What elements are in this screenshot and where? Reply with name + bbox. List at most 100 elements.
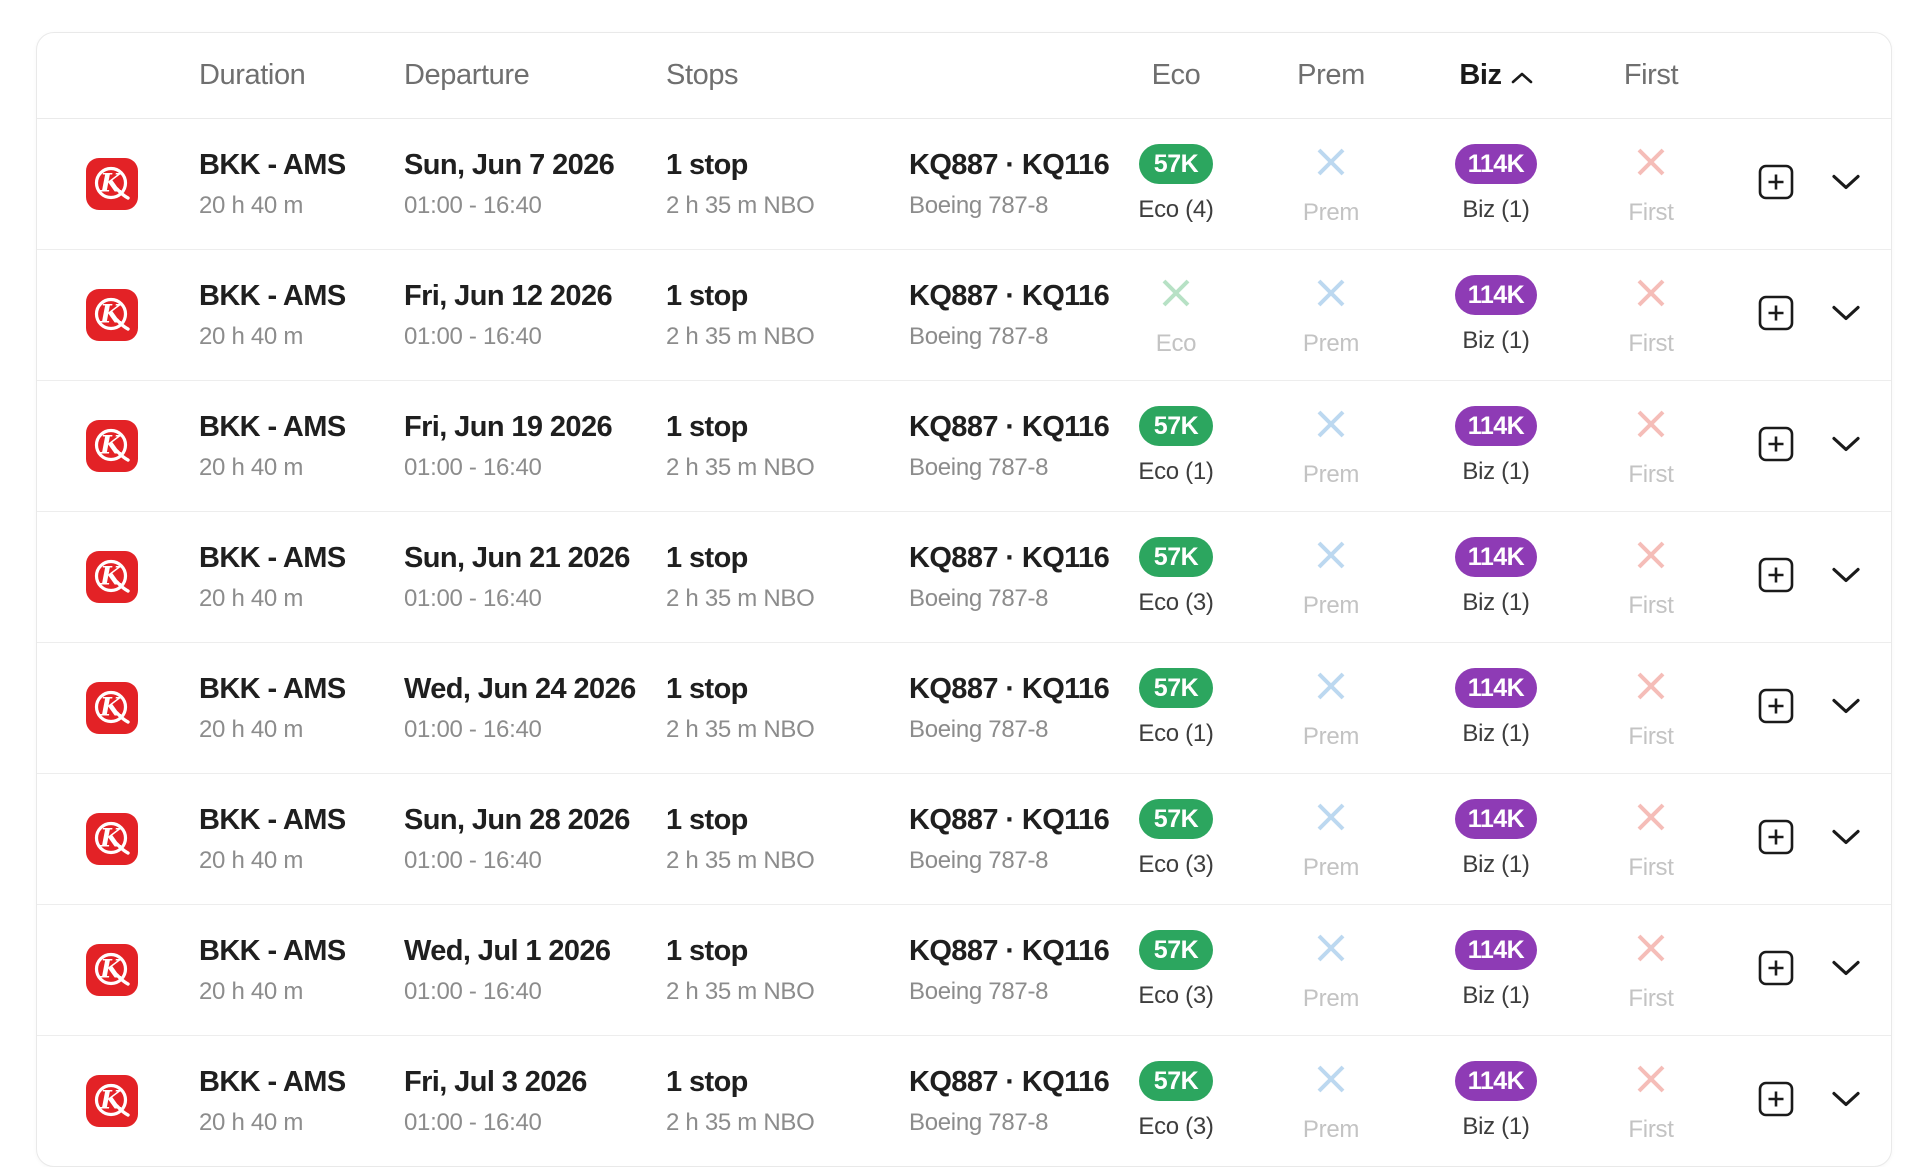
flight-numbers: KQ887 · KQ116	[909, 148, 1110, 181]
x-icon	[1311, 928, 1351, 973]
plus-icon	[1758, 688, 1794, 727]
chevron-down-icon	[1831, 829, 1861, 849]
cabin-label: First	[1628, 722, 1674, 750]
flight-numbers: KQ887 · KQ116	[909, 279, 1110, 312]
expand-row-button[interactable]	[1831, 566, 1861, 584]
stops-count: 1 stop	[666, 1065, 748, 1098]
prem-award-cell: Prem	[1303, 404, 1359, 489]
expand-row-button[interactable]	[1831, 959, 1861, 977]
x-icon	[1631, 666, 1671, 711]
departure-date: Wed, Jun 24 2026	[404, 672, 636, 705]
add-button[interactable]	[1758, 1081, 1794, 1117]
route: BKK - AMS	[199, 148, 346, 181]
expand-row-button[interactable]	[1831, 697, 1861, 715]
add-button[interactable]	[1758, 688, 1794, 724]
x-icon	[1631, 797, 1671, 842]
flight-row: K BKK - AMS 20 h 40 m Sun, Jun 28 2026 0…	[37, 774, 1891, 905]
biz-award-cell: 114K Biz (1)	[1454, 406, 1538, 486]
flight-row: K BKK - AMS 20 h 40 m Fri, Jun 12 2026 0…	[37, 250, 1891, 381]
cabin-label: Eco (1)	[1138, 720, 1214, 747]
x-icon	[1631, 535, 1671, 580]
departure-date: Sun, Jun 28 2026	[404, 803, 630, 836]
add-button[interactable]	[1758, 295, 1794, 331]
route: BKK - AMS	[199, 279, 346, 312]
column-header-eco[interactable]: Eco	[1151, 59, 1201, 91]
column-header-prem[interactable]: Prem	[1297, 59, 1365, 91]
add-button[interactable]	[1758, 426, 1794, 462]
award-badge: 114K	[1454, 406, 1538, 446]
x-icon	[1156, 273, 1196, 318]
x-icon	[1311, 535, 1351, 580]
flight-numbers: KQ887 · KQ116	[909, 410, 1110, 443]
add-button[interactable]	[1758, 950, 1794, 986]
kenya-airways-logo: K	[86, 813, 138, 865]
award-badge: 57K	[1138, 144, 1213, 184]
expand-row-button[interactable]	[1831, 173, 1861, 191]
column-header-stops[interactable]: Stops	[666, 59, 739, 91]
flight-row: K BKK - AMS 20 h 40 m Sun, Jun 21 2026 0…	[37, 512, 1891, 643]
x-icon	[1311, 666, 1351, 711]
stops-count: 1 stop	[666, 279, 748, 312]
column-header-duration[interactable]: Duration	[199, 59, 306, 91]
flight-row: K BKK - AMS 20 h 40 m Fri, Jul 3 2026 01…	[37, 1036, 1891, 1166]
expand-row-button[interactable]	[1831, 828, 1861, 846]
chevron-down-icon	[1831, 305, 1861, 325]
cabin-label: Eco (4)	[1138, 196, 1214, 223]
aircraft-type: Boeing 787-8	[909, 977, 1049, 1005]
prem-award-cell: Prem	[1303, 797, 1359, 882]
departure-times: 01:00 - 16:40	[404, 715, 542, 743]
x-icon	[1311, 797, 1351, 842]
expand-row-button[interactable]	[1831, 1090, 1861, 1108]
departure-times: 01:00 - 16:40	[404, 584, 542, 612]
award-badge: 57K	[1138, 406, 1213, 446]
plus-icon	[1758, 557, 1794, 596]
flight-duration: 20 h 40 m	[199, 322, 304, 350]
departure-date: Sun, Jun 21 2026	[404, 541, 630, 574]
flight-row: K BKK - AMS 20 h 40 m Wed, Jun 24 2026 0…	[37, 643, 1891, 774]
stops-count: 1 stop	[666, 541, 748, 574]
departure-times: 01:00 - 16:40	[404, 977, 542, 1005]
kenya-airways-logo: K	[86, 1075, 138, 1127]
add-button[interactable]	[1758, 164, 1794, 200]
prem-award-cell: Prem	[1303, 1059, 1359, 1144]
flight-numbers: KQ887 · KQ116	[909, 934, 1110, 967]
x-icon	[1311, 273, 1351, 318]
cabin-label: Prem	[1302, 722, 1360, 750]
eco-award-cell: 57K Eco (3)	[1138, 537, 1214, 617]
stops-count: 1 stop	[666, 934, 748, 967]
column-header-departure[interactable]: Departure	[404, 59, 530, 91]
award-badge: 57K	[1138, 537, 1213, 577]
cabin-label: First	[1628, 984, 1674, 1012]
layover-detail: 2 h 35 m NBO	[666, 191, 815, 219]
add-button[interactable]	[1758, 557, 1794, 593]
cabin-label: Eco (3)	[1138, 851, 1214, 878]
chevron-down-icon	[1831, 1091, 1861, 1111]
kenya-airways-logo: K	[86, 158, 138, 210]
plus-icon	[1758, 1081, 1794, 1120]
award-badge: 57K	[1138, 799, 1213, 839]
departure-date: Sun, Jun 7 2026	[404, 148, 615, 181]
column-header-first[interactable]: First	[1623, 59, 1679, 91]
award-badge: 114K	[1454, 930, 1538, 970]
first-award-cell: First	[1628, 797, 1674, 882]
biz-award-cell: 114K Biz (1)	[1454, 1061, 1538, 1141]
expand-row-button[interactable]	[1831, 435, 1861, 453]
flight-numbers: KQ887 · KQ116	[909, 1065, 1110, 1098]
departure-times: 01:00 - 16:40	[404, 322, 542, 350]
departure-date: Fri, Jun 12 2026	[404, 279, 613, 312]
flight-duration: 20 h 40 m	[199, 715, 304, 743]
award-badge: 57K	[1138, 1061, 1213, 1101]
layover-detail: 2 h 35 m NBO	[666, 977, 815, 1005]
kenya-airways-logo: K	[86, 944, 138, 996]
cabin-label: Prem	[1302, 460, 1360, 488]
add-button[interactable]	[1758, 819, 1794, 855]
cabin-label: Biz (1)	[1462, 720, 1530, 747]
column-header-biz[interactable]: Biz	[1459, 59, 1532, 92]
award-badge: 114K	[1454, 668, 1538, 708]
cabin-label: Biz (1)	[1462, 589, 1530, 616]
biz-award-cell: 114K Biz (1)	[1454, 668, 1538, 748]
departure-date: Fri, Jun 19 2026	[404, 410, 613, 443]
column-header-biz-label: Biz	[1459, 59, 1502, 91]
expand-row-button[interactable]	[1831, 304, 1861, 322]
cabin-label: Biz (1)	[1462, 982, 1530, 1009]
